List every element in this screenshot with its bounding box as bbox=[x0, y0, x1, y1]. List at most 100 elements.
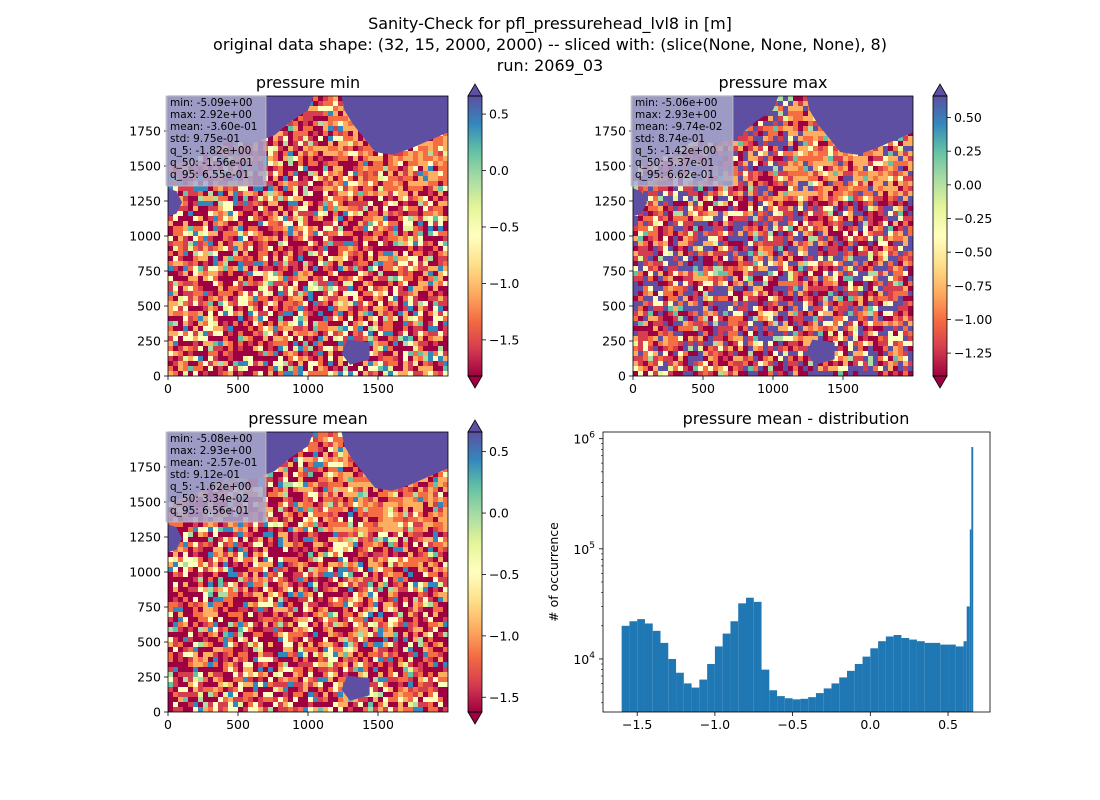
colorbar-tick-label: −0.5 bbox=[489, 567, 519, 582]
histogram-bar bbox=[854, 664, 863, 712]
sea-region bbox=[806, 96, 913, 155]
x-tick-label: −1.0 bbox=[700, 717, 730, 732]
colorbar-frame bbox=[932, 95, 948, 377]
histogram-bar bbox=[862, 656, 871, 712]
y-tick-label: 500 bbox=[137, 299, 161, 314]
colorbar-tick-label: −1.0 bbox=[489, 628, 519, 643]
histogram-bar bbox=[808, 697, 816, 712]
stat-max: max: 2.93e+00 bbox=[170, 445, 252, 457]
y-tick-label: 0 bbox=[618, 369, 626, 384]
sea-region bbox=[341, 96, 448, 155]
histogram-bar bbox=[924, 642, 933, 712]
colorbar-tick-label: 0.25 bbox=[954, 144, 982, 159]
stat-std: std: 9.12e-01 bbox=[170, 469, 240, 481]
stat-max: max: 2.92e+00 bbox=[170, 109, 252, 121]
y-tick-label: 105 bbox=[573, 541, 595, 557]
colorbar-tick-label: −0.75 bbox=[954, 278, 992, 293]
stat-mean: mean: -3.60e-01 bbox=[170, 121, 257, 133]
colorbar-extend-bottom bbox=[467, 711, 483, 725]
colorbar-tick-label: 0.00 bbox=[954, 177, 982, 192]
histogram-bar bbox=[722, 633, 731, 712]
histogram-bar bbox=[769, 690, 778, 712]
histogram-bar bbox=[815, 693, 824, 712]
x-tick-label: 500 bbox=[226, 717, 250, 732]
colorbar-tick-label: −0.25 bbox=[954, 211, 992, 226]
y-tick-label: 1000 bbox=[129, 229, 161, 244]
colorbar-extend-bottom bbox=[932, 375, 948, 389]
stats-box-max: min: -5.06e+00 max: 2.93e+00 mean: -9.74… bbox=[630, 95, 734, 187]
histogram-pressure-mean: −1.5 −1.0 −0.5 0.0 0.5 104 105 106 bbox=[573, 431, 991, 732]
histogram-bar bbox=[683, 683, 692, 712]
x-tick-label: 0.0 bbox=[860, 717, 880, 732]
stat-q50: q_50: -1.56e-01 bbox=[170, 157, 253, 169]
histogram-bar bbox=[745, 597, 754, 712]
y-tick-label: 106 bbox=[573, 431, 595, 447]
x-tick-label: 1500 bbox=[362, 717, 394, 732]
histogram-bar bbox=[753, 601, 762, 712]
histogram-bar bbox=[800, 698, 809, 712]
sea-region bbox=[341, 432, 448, 491]
histogram-bar bbox=[699, 679, 708, 712]
histogram-bar bbox=[621, 625, 630, 712]
colorbar-gradient bbox=[468, 432, 482, 712]
stat-q95: q_95: 6.56e-01 bbox=[170, 505, 249, 517]
colorbar-tick-label: 0.5 bbox=[489, 107, 509, 122]
histogram-bar bbox=[714, 646, 723, 712]
colorbar-tick-label: −0.50 bbox=[954, 245, 992, 260]
y-tick-label: 1000 bbox=[129, 565, 161, 580]
sea-region bbox=[633, 188, 647, 217]
colorbar-tick-label: 0.50 bbox=[954, 110, 982, 125]
histogram-bar bbox=[948, 644, 956, 712]
colorbar-mean: 0.5 0.0 −0.5 −1.0 −1.5 bbox=[467, 419, 519, 725]
stats-box-background bbox=[165, 431, 267, 523]
x-tick-label: 0 bbox=[164, 717, 172, 732]
stat-min: min: -5.08e+00 bbox=[170, 433, 252, 445]
stat-q5: q_5: -1.62e+00 bbox=[170, 481, 251, 493]
histogram-bar bbox=[885, 636, 894, 712]
stat-q95: q_95: 6.62e-01 bbox=[635, 169, 714, 181]
y-tick-label: 0 bbox=[153, 705, 161, 720]
stat-q50: q_50: 3.34e-02 bbox=[170, 493, 249, 505]
x-tick-label: 500 bbox=[691, 381, 715, 396]
colorbar-tick-label: −1.25 bbox=[954, 346, 992, 361]
panel-title-max: pressure max bbox=[718, 73, 827, 92]
histogram-bar bbox=[676, 672, 684, 712]
histogram-bar bbox=[901, 638, 910, 712]
stat-max: max: 2.93e+00 bbox=[635, 109, 717, 121]
histogram-bar bbox=[940, 644, 949, 712]
x-tick-label: 1000 bbox=[757, 381, 789, 396]
colorbar-gradient bbox=[468, 96, 482, 376]
stat-std: std: 8.74e-01 bbox=[635, 133, 705, 145]
stat-std: std: 9.75e-01 bbox=[170, 133, 240, 145]
x-tick-label: 1500 bbox=[827, 381, 859, 396]
y-tick-label: 250 bbox=[137, 334, 161, 349]
y-tick-label: 1250 bbox=[129, 530, 161, 545]
stat-q50: q_50: 5.37e-01 bbox=[635, 157, 714, 169]
colorbar-max: 0.50 0.25 0.00 −0.25 −0.50 −0.75 −1.00 −1.25 bbox=[932, 83, 992, 389]
y-tick-label: 0 bbox=[153, 369, 161, 384]
y-tick-label: 250 bbox=[602, 334, 626, 349]
colorbar-tick-label: −1.0 bbox=[489, 276, 519, 291]
histogram-bar bbox=[761, 669, 770, 712]
histogram-bar bbox=[847, 670, 855, 712]
x-tick-label: 0 bbox=[164, 381, 172, 396]
x-tick-label: 1000 bbox=[292, 381, 324, 396]
histogram-bar bbox=[893, 635, 902, 712]
histogram-bar bbox=[660, 642, 669, 712]
histogram-bar bbox=[777, 696, 785, 712]
colorbar-tick-label: −1.5 bbox=[489, 690, 519, 705]
histogram-bar bbox=[916, 641, 925, 712]
histogram-bar bbox=[644, 623, 653, 712]
histogram-bar bbox=[707, 664, 715, 712]
stats-box-background bbox=[165, 95, 267, 187]
colorbar-frame bbox=[467, 95, 483, 377]
x-tick-label: 1000 bbox=[292, 717, 324, 732]
histogram-bar bbox=[878, 641, 886, 712]
colorbar-gradient bbox=[933, 96, 947, 376]
y-tick-label: 250 bbox=[137, 670, 161, 685]
colorbar-tick-label: 0.5 bbox=[489, 444, 509, 459]
stat-q5: q_5: -1.42e+00 bbox=[635, 145, 716, 157]
histogram-bars bbox=[621, 447, 974, 712]
x-tick-label: 0 bbox=[629, 381, 637, 396]
histogram-bar bbox=[966, 606, 970, 712]
